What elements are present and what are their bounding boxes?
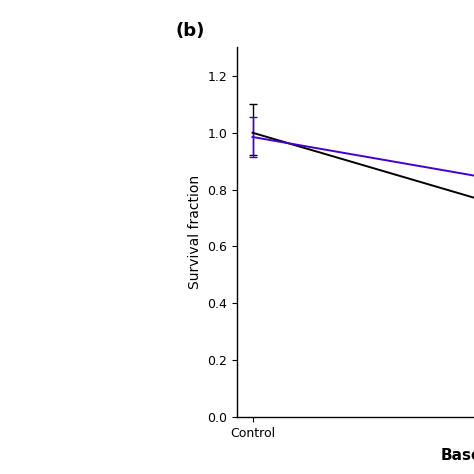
Text: (b): (b) [175,22,205,40]
Y-axis label: Survival fraction: Survival fraction [188,175,202,289]
Text: Basell: Basell [441,448,474,463]
